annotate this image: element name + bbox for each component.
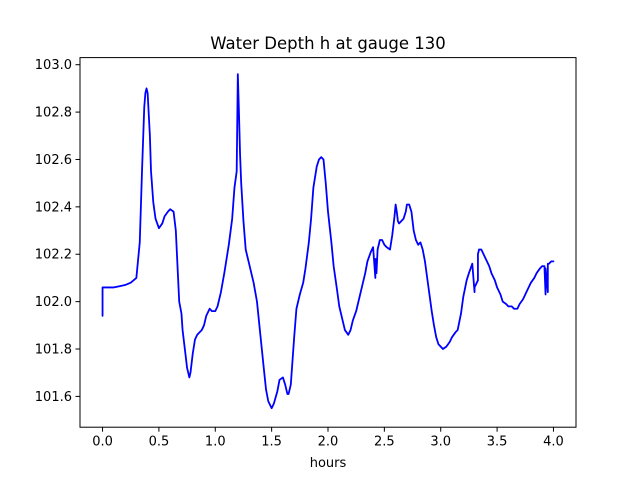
x-tick-label: 4.0: [543, 435, 564, 450]
x-tick-label: 1.5: [261, 435, 282, 450]
x-tick-label: 1.0: [205, 435, 226, 450]
y-tick-label: 102.0: [35, 295, 72, 310]
y-tick-label: 101.8: [35, 343, 72, 358]
y-tick-label: 102.8: [35, 106, 72, 121]
x-tick-label: 3.5: [487, 435, 508, 450]
x-tick-label: 0.0: [92, 435, 113, 450]
chart-title: Water Depth h at gauge 130: [210, 34, 445, 53]
x-tick-label: 3.0: [430, 435, 451, 450]
y-tick-label: 102.4: [35, 200, 72, 215]
x-axis-label: hours: [310, 456, 347, 471]
y-tick-label: 103.0: [35, 58, 72, 73]
series-line: [101, 73, 555, 410]
y-tick-label: 101.6: [35, 390, 72, 405]
x-tick-label: 2.0: [318, 435, 339, 450]
x-tick-label: 2.5: [374, 435, 395, 450]
x-tick-label: 0.5: [149, 435, 170, 450]
y-axis-ticks: 101.6 101.8 102.0 102.2 102.4 102.6 102.8 103.0: [35, 58, 80, 405]
x-axis-ticks: 0.0 0.5 1.0 1.5 2.0 2.5 3.0 3.5 4.0: [92, 427, 564, 450]
y-tick-label: 102.6: [35, 153, 72, 168]
y-tick-label: 102.2: [35, 248, 72, 263]
